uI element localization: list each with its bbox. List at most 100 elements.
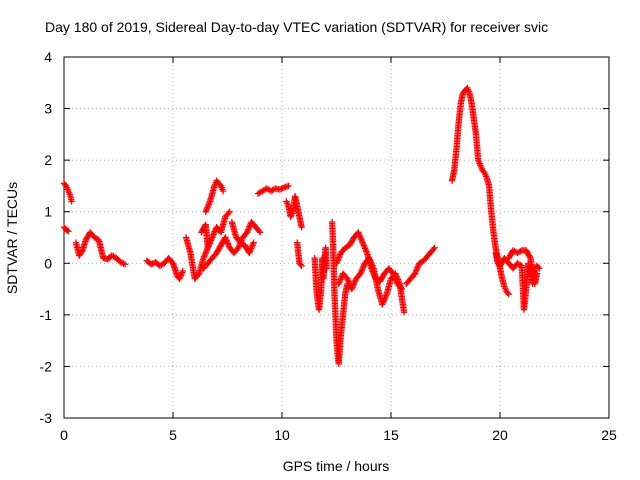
data-point — [64, 227, 71, 234]
data-point — [379, 299, 387, 307]
data-point — [249, 240, 257, 248]
data-point — [244, 227, 251, 235]
data-point — [202, 249, 210, 256]
data-point — [246, 249, 253, 257]
data-point — [413, 265, 421, 273]
data-point — [369, 262, 376, 269]
plot-frame — [63, 56, 610, 419]
data-point — [369, 263, 377, 271]
data-point — [246, 248, 254, 255]
data-points — [60, 84, 543, 368]
data-point — [78, 248, 85, 255]
data-point — [358, 267, 365, 274]
data-point — [505, 291, 512, 298]
data-point — [298, 262, 305, 270]
data-point — [412, 268, 419, 276]
data-point — [382, 292, 390, 299]
data-point — [278, 185, 285, 193]
data-point — [200, 254, 207, 262]
data-point — [335, 254, 343, 261]
data-point — [179, 267, 187, 275]
data-point — [249, 242, 256, 249]
data-point — [414, 263, 422, 270]
data-point — [526, 253, 533, 261]
data-point — [357, 235, 364, 242]
data-point — [335, 255, 342, 263]
data-point — [380, 298, 387, 305]
data-point — [394, 274, 401, 282]
data-point — [349, 284, 356, 291]
data-point — [355, 229, 362, 236]
data-point — [202, 250, 209, 257]
data-point — [247, 245, 255, 252]
data-point — [358, 237, 366, 245]
data-point — [201, 251, 208, 259]
data-point — [203, 207, 210, 214]
data-point — [337, 276, 344, 283]
data-point — [222, 234, 229, 241]
y-tick-label: -2 — [40, 358, 53, 374]
data-point — [367, 257, 374, 265]
data-point — [224, 240, 232, 247]
data-point — [194, 271, 202, 279]
data-point — [219, 187, 227, 195]
data-point — [366, 256, 374, 263]
data-point — [121, 261, 129, 268]
data-point — [222, 235, 230, 243]
data-point — [203, 247, 210, 254]
data-point — [209, 232, 217, 240]
data-point — [335, 280, 342, 288]
data-point — [356, 232, 363, 239]
data-point — [361, 245, 369, 252]
data-point — [400, 309, 408, 316]
x-axis-label: GPS time / hours — [283, 458, 390, 474]
data-point — [223, 237, 230, 244]
data-point — [360, 240, 367, 248]
y-tick-label: 1 — [44, 204, 52, 220]
data-point — [200, 253, 208, 260]
data-point — [255, 227, 263, 235]
x-tick-label: 5 — [169, 427, 177, 443]
data-point — [257, 229, 264, 236]
data-point — [344, 277, 352, 284]
chart-title: Day 180 of 2019, Sidereal Day-to-day VTE… — [45, 19, 548, 35]
data-point — [357, 270, 364, 277]
data-point — [533, 270, 541, 277]
data-point — [245, 226, 252, 233]
data-point — [357, 268, 365, 276]
data-point — [120, 260, 127, 267]
data-point — [413, 267, 420, 274]
data-point — [245, 224, 253, 232]
data-point — [202, 208, 209, 215]
data-point — [362, 246, 369, 254]
data-point — [276, 186, 284, 193]
x-tick-label: 20 — [492, 427, 508, 443]
data-point — [430, 245, 437, 253]
data-point — [356, 233, 364, 240]
data-point — [534, 263, 542, 271]
data-point — [411, 270, 419, 277]
data-point — [226, 208, 233, 215]
data-point — [349, 282, 357, 290]
data-point — [204, 202, 212, 210]
tick-layer: 0 5 10 15 20 25 -3 -2 -1 0 1 2 3 4 — [40, 49, 617, 443]
data-point — [323, 265, 330, 272]
y-tick-label: 2 — [44, 152, 52, 168]
x-tick-label: 10 — [274, 427, 290, 443]
data-point — [360, 242, 368, 249]
data-point — [225, 209, 232, 217]
data-point — [394, 276, 402, 283]
data-point — [65, 228, 72, 235]
data-point — [379, 301, 386, 308]
data-point — [336, 279, 343, 286]
y-tick-label: 3 — [44, 101, 52, 117]
data-point — [351, 279, 358, 287]
y-tick-label: 0 — [44, 255, 52, 271]
data-point — [235, 244, 242, 252]
data-point — [223, 238, 231, 246]
data-point — [210, 229, 218, 237]
data-point — [517, 248, 524, 255]
data-point — [380, 296, 388, 304]
